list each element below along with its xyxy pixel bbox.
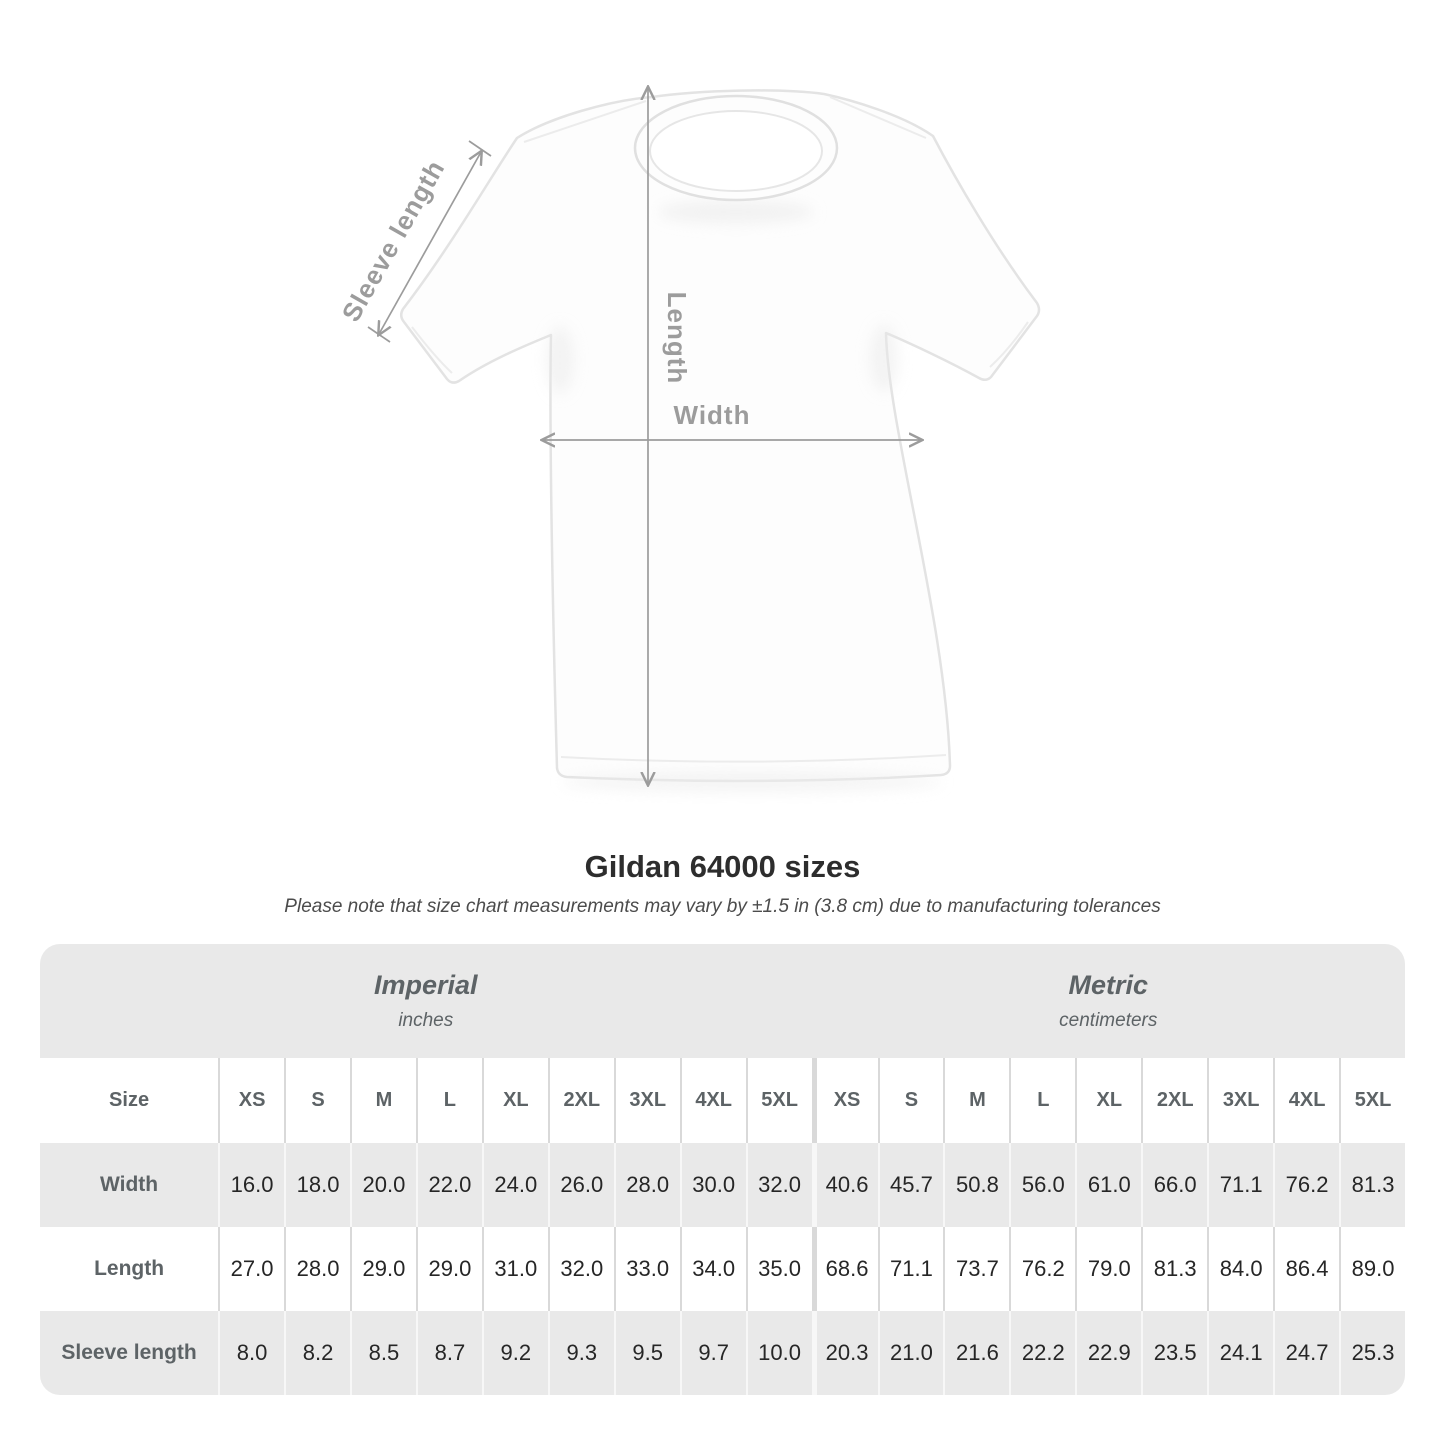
value-cell: 68.6: [811, 1227, 878, 1311]
size-col-header: 5XL: [745, 1058, 812, 1143]
size-col-header: 4XL: [1273, 1058, 1339, 1143]
size-col-header: S: [877, 1058, 944, 1143]
value-cell: 33.0: [613, 1227, 680, 1311]
value-cell: 66.0: [1141, 1143, 1207, 1227]
value-cell: 35.0: [745, 1227, 812, 1311]
value-cell: 84.0: [1207, 1227, 1273, 1311]
value-cell: 18.0: [284, 1143, 350, 1227]
value-cell: 10.0: [745, 1311, 812, 1395]
value-cell: 8.7: [415, 1311, 482, 1395]
width-arrow: Width: [543, 400, 921, 440]
measurement-row: Length 27.0 28.0 29.0 29.0 31.0 32.0 33.0 34.0 35…: [40, 1227, 1405, 1311]
value-cell: 16.0: [218, 1143, 284, 1227]
row-label: Length: [94, 1257, 165, 1280]
value-cell: 28.0: [613, 1143, 680, 1227]
size-col-header: 5XL: [1339, 1058, 1405, 1143]
value-cell: 9.3: [547, 1311, 614, 1395]
size-col-header: 4XL: [679, 1058, 746, 1143]
tshirt-collar-inner: [649, 110, 823, 192]
value-cell: 61.0: [1075, 1143, 1141, 1227]
value-cell: 27.0: [218, 1227, 284, 1311]
size-col-header: 3XL: [1207, 1058, 1273, 1143]
unit-band-row: Imperial inches Metric centimeters: [40, 944, 1405, 1058]
size-col-header: XL: [481, 1058, 548, 1143]
size-col-header: M: [943, 1058, 1009, 1143]
size-col-header: L: [415, 1058, 482, 1143]
metric-section-title: Metric: [1068, 970, 1149, 1000]
value-cell: 8.5: [350, 1311, 416, 1395]
value-cell: 9.2: [481, 1311, 548, 1395]
value-cell: 29.0: [415, 1227, 482, 1311]
tshirt-diagram-svg: Length Width Sleeve length: [336, 0, 1041, 792]
size-col-header: XS: [811, 1058, 878, 1143]
size-col-header: L: [1009, 1058, 1075, 1143]
metric-band: Metric centimeters: [811, 944, 1405, 1058]
row-label: Width: [100, 1173, 159, 1196]
value-cell: 71.1: [1207, 1143, 1273, 1227]
size-col-header: XL: [1075, 1058, 1141, 1143]
value-cell: 86.4: [1273, 1227, 1339, 1311]
size-col-header: S: [284, 1058, 350, 1143]
measurement-row: Width 16.0 18.0 20.0 22.0 24.0 26.0 28.0 30.0 32.…: [40, 1143, 1405, 1227]
measurement-row: Sleeve length 8.0 8.2 8.5 8.7 9.2 9.3 9.5 9.7 10.…: [40, 1311, 1405, 1395]
value-cell: 22.9: [1075, 1311, 1141, 1395]
metric-section-unit: centimeters: [1059, 1010, 1158, 1031]
size-col-header: 2XL: [547, 1058, 614, 1143]
value-cell: 34.0: [679, 1227, 746, 1311]
value-cell: 81.3: [1339, 1143, 1405, 1227]
tshirt-illustration: [400, 89, 1041, 792]
value-cell: 24.0: [481, 1143, 548, 1227]
value-cell: 30.0: [679, 1143, 746, 1227]
value-cell: 24.1: [1207, 1311, 1273, 1395]
size-corner-header: Size: [109, 1089, 150, 1111]
value-cell: 9.5: [613, 1311, 680, 1395]
value-cell: 76.2: [1009, 1227, 1075, 1311]
value-cell: 40.6: [811, 1143, 878, 1227]
value-cell: 81.3: [1141, 1227, 1207, 1311]
length-label: Length: [662, 292, 692, 385]
value-cell: 22.2: [1009, 1311, 1075, 1395]
value-cell: 8.2: [284, 1311, 350, 1395]
size-col-header: M: [350, 1058, 416, 1143]
value-cell: 24.7: [1273, 1311, 1339, 1395]
size-col-header: 3XL: [613, 1058, 680, 1143]
value-cell: 71.1: [877, 1227, 944, 1311]
value-cell: 8.0: [218, 1311, 284, 1395]
size-header-row: Size XS S M L XL 2XL 3XL 4XL 5XL XS S M L XL 2XL 3XL 4XL…: [40, 1058, 1405, 1143]
value-cell: 25.3: [1339, 1311, 1405, 1395]
value-cell: 22.0: [415, 1143, 482, 1227]
value-cell: 29.0: [350, 1227, 416, 1311]
value-cell: 28.0: [284, 1227, 350, 1311]
value-cell: 26.0: [547, 1143, 614, 1227]
size-col-header: 2XL: [1141, 1058, 1207, 1143]
value-cell: 31.0: [481, 1227, 548, 1311]
value-cell: 79.0: [1075, 1227, 1141, 1311]
value-cell: 73.7: [943, 1227, 1009, 1311]
page-title: Gildan 64000 sizes: [584, 849, 861, 884]
value-cell: 23.5: [1141, 1311, 1207, 1395]
tshirt-measurement-figure: Length Width Sleeve length: [336, 0, 1041, 792]
value-cell: 32.0: [547, 1227, 614, 1311]
width-label: Width: [674, 400, 751, 430]
value-cell: 9.7: [679, 1311, 746, 1395]
imperial-section-unit: inches: [398, 1010, 454, 1031]
imperial-section-title: Imperial: [374, 970, 478, 1000]
value-cell: 20.3: [811, 1311, 878, 1395]
size-col-header: XS: [218, 1058, 284, 1143]
value-cell: 20.0: [350, 1143, 416, 1227]
value-cell: 56.0: [1009, 1143, 1075, 1227]
size-table-container: Imperial inches Metric centimeters Size …: [40, 944, 1405, 1395]
value-cell: 45.7: [877, 1143, 944, 1227]
value-cell: 76.2: [1273, 1143, 1339, 1227]
tolerance-note: Please note that size chart measurements…: [284, 896, 1161, 917]
value-cell: 32.0: [745, 1143, 812, 1227]
row-label: Sleeve length: [61, 1341, 197, 1364]
value-cell: 50.8: [943, 1143, 1009, 1227]
value-cell: 89.0: [1339, 1227, 1405, 1311]
imperial-band: Imperial inches: [40, 944, 812, 1058]
value-cell: 21.0: [877, 1311, 944, 1395]
size-table: Imperial inches Metric centimeters Size …: [40, 944, 1405, 1395]
value-cell: 21.6: [943, 1311, 1009, 1395]
